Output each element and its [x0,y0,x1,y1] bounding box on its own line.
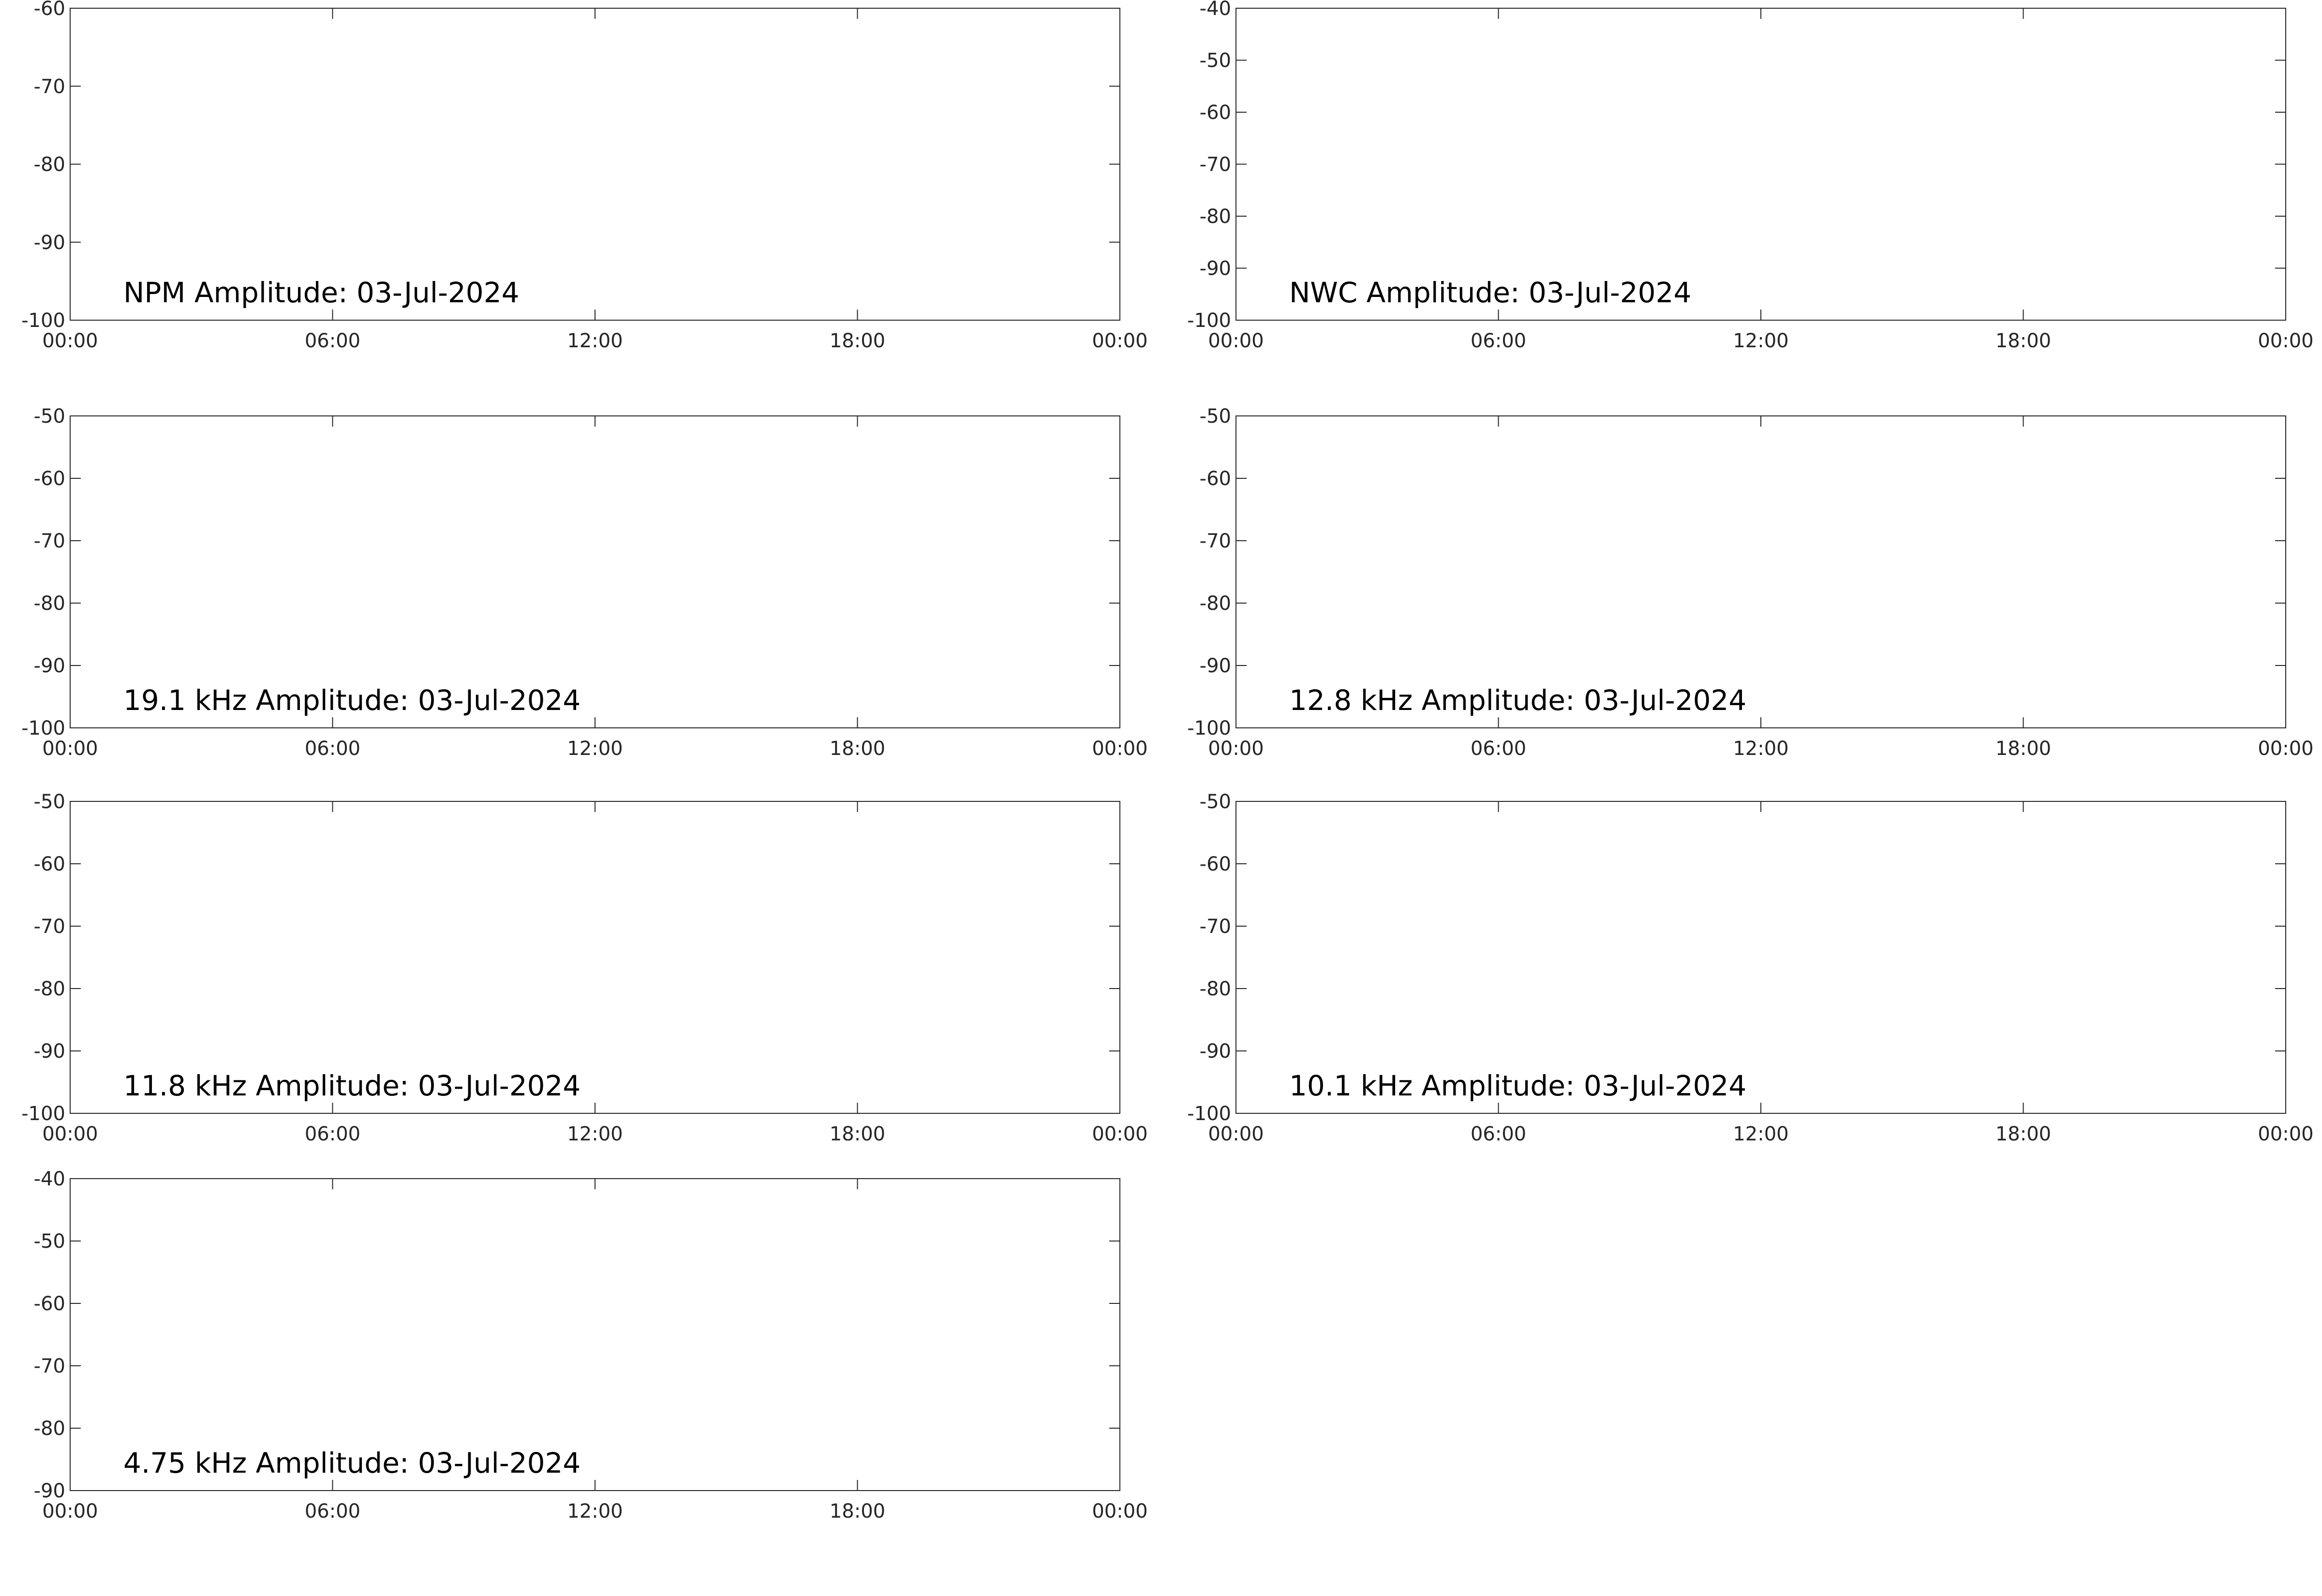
y-tick-label: -70 [1200,916,1231,938]
x-tick-label: 06:00 [305,1500,360,1522]
x-tick-label: 18:00 [830,330,885,352]
y-tick-label: -80 [1200,592,1231,615]
x-tick-label: 00:00 [1208,330,1264,352]
y-tick-label: -100 [1187,310,1231,332]
x-tick-label: 12:00 [1733,738,1788,760]
x-tick-label: 12:00 [567,330,623,352]
x-tick-label: 18:00 [830,738,885,760]
axis-frame [70,8,1120,321]
y-tick-label: -100 [1187,1103,1231,1125]
x-tick-label: 00:00 [42,1500,98,1522]
panel-4-75khz: -90 -80 -70 -60 -50 -40 00:00 06:00 12:00 18:00 00… [34,1168,1148,1522]
x-tick-label: 06:00 [1471,738,1526,760]
x-tick-label: 00:00 [42,330,98,352]
y-tick-label: -40 [1200,0,1231,20]
panel-12-8khz: -100 -90 -80 -70 -60 -50 00:00 06:00 12:00 18:00 0… [1187,405,2313,760]
x-tick-label: 00:00 [1208,1123,1264,1145]
y-tick-label: -100 [21,310,65,332]
y-tick-label: -80 [34,592,65,615]
panel-title-4-75-khz-amplitude-03-jul-2024: 4.75 kHz Amplitude: 03-Jul-2024 [123,1447,580,1479]
y-tick-label: -50 [34,791,65,813]
y-tick-label: -90 [34,655,65,677]
panel-title-npm-amplitude-03-jul-2024: NPM Amplitude: 03-Jul-2024 [123,276,520,309]
y-tick-label: -100 [1187,717,1231,739]
y-tick-label: -50 [34,1230,65,1253]
axis-frame [1235,8,2286,321]
x-tick-label: 00:00 [2258,738,2313,760]
y-tick-label: -50 [1200,791,1231,813]
y-tick-label: -80 [1200,206,1231,228]
y-tick-label: -70 [1200,530,1231,552]
y-tick-label: -50 [34,405,65,428]
x-tick-label: 06:00 [1471,1123,1526,1145]
x-tick-label: 00:00 [1092,1123,1147,1145]
y-tick-label: -60 [1200,102,1231,124]
y-tick-label: -80 [1200,978,1231,1000]
y-tick-label: -60 [1200,468,1231,490]
panel-10-1khz: -100 -90 -80 -70 -60 -50 00:00 06:00 12:00 18:00 0… [1187,791,2313,1145]
x-tick-label: 00:00 [2258,1123,2313,1145]
x-tick-label: 06:00 [305,330,360,352]
x-tick-label: 18:00 [1995,1123,2051,1145]
y-tick-label: -70 [34,75,65,98]
panel-title-nwc-amplitude-03-jul-2024: NWC Amplitude: 03-Jul-2024 [1289,276,1691,309]
y-tick-label: -50 [1200,405,1231,428]
y-tick-label: -40 [34,1168,65,1190]
panel-title-10-1-khz-amplitude-03-jul-2024: 10.1 kHz Amplitude: 03-Jul-2024 [1289,1069,1746,1102]
axis-frame [70,801,1120,1114]
y-tick-label: -60 [34,0,65,20]
y-tick-label: -90 [1200,1040,1231,1063]
x-tick-label: 00:00 [42,1123,98,1145]
x-tick-label: 00:00 [1092,330,1147,352]
x-tick-label: 18:00 [1995,738,2051,760]
x-tick-label: 00:00 [1092,1500,1147,1522]
y-tick-label: -70 [34,916,65,938]
x-tick-label: 12:00 [567,1500,623,1522]
y-tick-label: -80 [34,154,65,176]
panel-npm: -100 -90 -80 -70 -60 00:00 06:00 12:00 18:00 00:0… [21,0,1147,352]
y-tick-label: -90 [34,232,65,254]
x-tick-label: 12:00 [1733,330,1788,352]
panel-11-8khz: -100 -90 -80 -70 -60 -50 00:00 06:00 12:00 18:00 0… [21,791,1147,1145]
y-tick-label: -100 [21,717,65,739]
y-tick-label: -50 [1200,50,1231,72]
y-tick-label: -60 [34,853,65,875]
x-tick-label: 00:00 [42,738,98,760]
x-tick-label: 12:00 [567,738,623,760]
x-tick-label: 00:00 [2258,330,2313,352]
y-tick-label: -60 [1200,853,1231,875]
y-tick-label: -90 [34,1040,65,1063]
x-tick-label: 06:00 [1471,330,1526,352]
y-tick-label: -70 [34,530,65,552]
y-tick-label: -60 [34,468,65,490]
y-tick-label: -70 [1200,154,1231,176]
y-tick-label: -80 [34,978,65,1000]
y-tick-label: -70 [34,1355,65,1377]
x-tick-label: 00:00 [1208,738,1264,760]
y-tick-label: -90 [1200,655,1231,677]
panel-title-12-8-khz-amplitude-03-jul-2024: 12.8 kHz Amplitude: 03-Jul-2024 [1289,684,1746,717]
y-tick-label: -90 [1200,258,1231,280]
x-tick-label: 00:00 [1092,738,1147,760]
x-tick-label: 12:00 [1733,1123,1788,1145]
axis-frame [1235,415,2286,728]
x-tick-label: 12:00 [567,1123,623,1145]
axis-frame [70,1178,1120,1491]
y-tick-label: -60 [34,1293,65,1315]
y-tick-label: -100 [21,1103,65,1125]
panel-19-1khz: -100 -90 -80 -70 -60 -50 00:00 06:00 12:00 18:00 0… [21,405,1147,760]
x-tick-label: 06:00 [305,1123,360,1145]
x-tick-label: 18:00 [830,1123,885,1145]
panel-title-19-1-khz-amplitude-03-jul-2024: 19.1 kHz Amplitude: 03-Jul-2024 [123,684,580,717]
x-tick-label: 18:00 [830,1500,885,1522]
y-tick-label: -80 [34,1418,65,1440]
panel-nwc: -100 -90 -80 -70 -60 -50 -40 00:00 06:00 12:00 18:… [1187,0,2313,352]
y-tick-label: -90 [34,1480,65,1502]
x-tick-label: 18:00 [1995,330,2051,352]
axis-frame [70,415,1120,728]
axis-frame [1235,801,2286,1114]
x-tick-label: 06:00 [305,738,360,760]
panel-title-11-8-khz-amplitude-03-jul-2024: 11.8 kHz Amplitude: 03-Jul-2024 [123,1069,580,1102]
